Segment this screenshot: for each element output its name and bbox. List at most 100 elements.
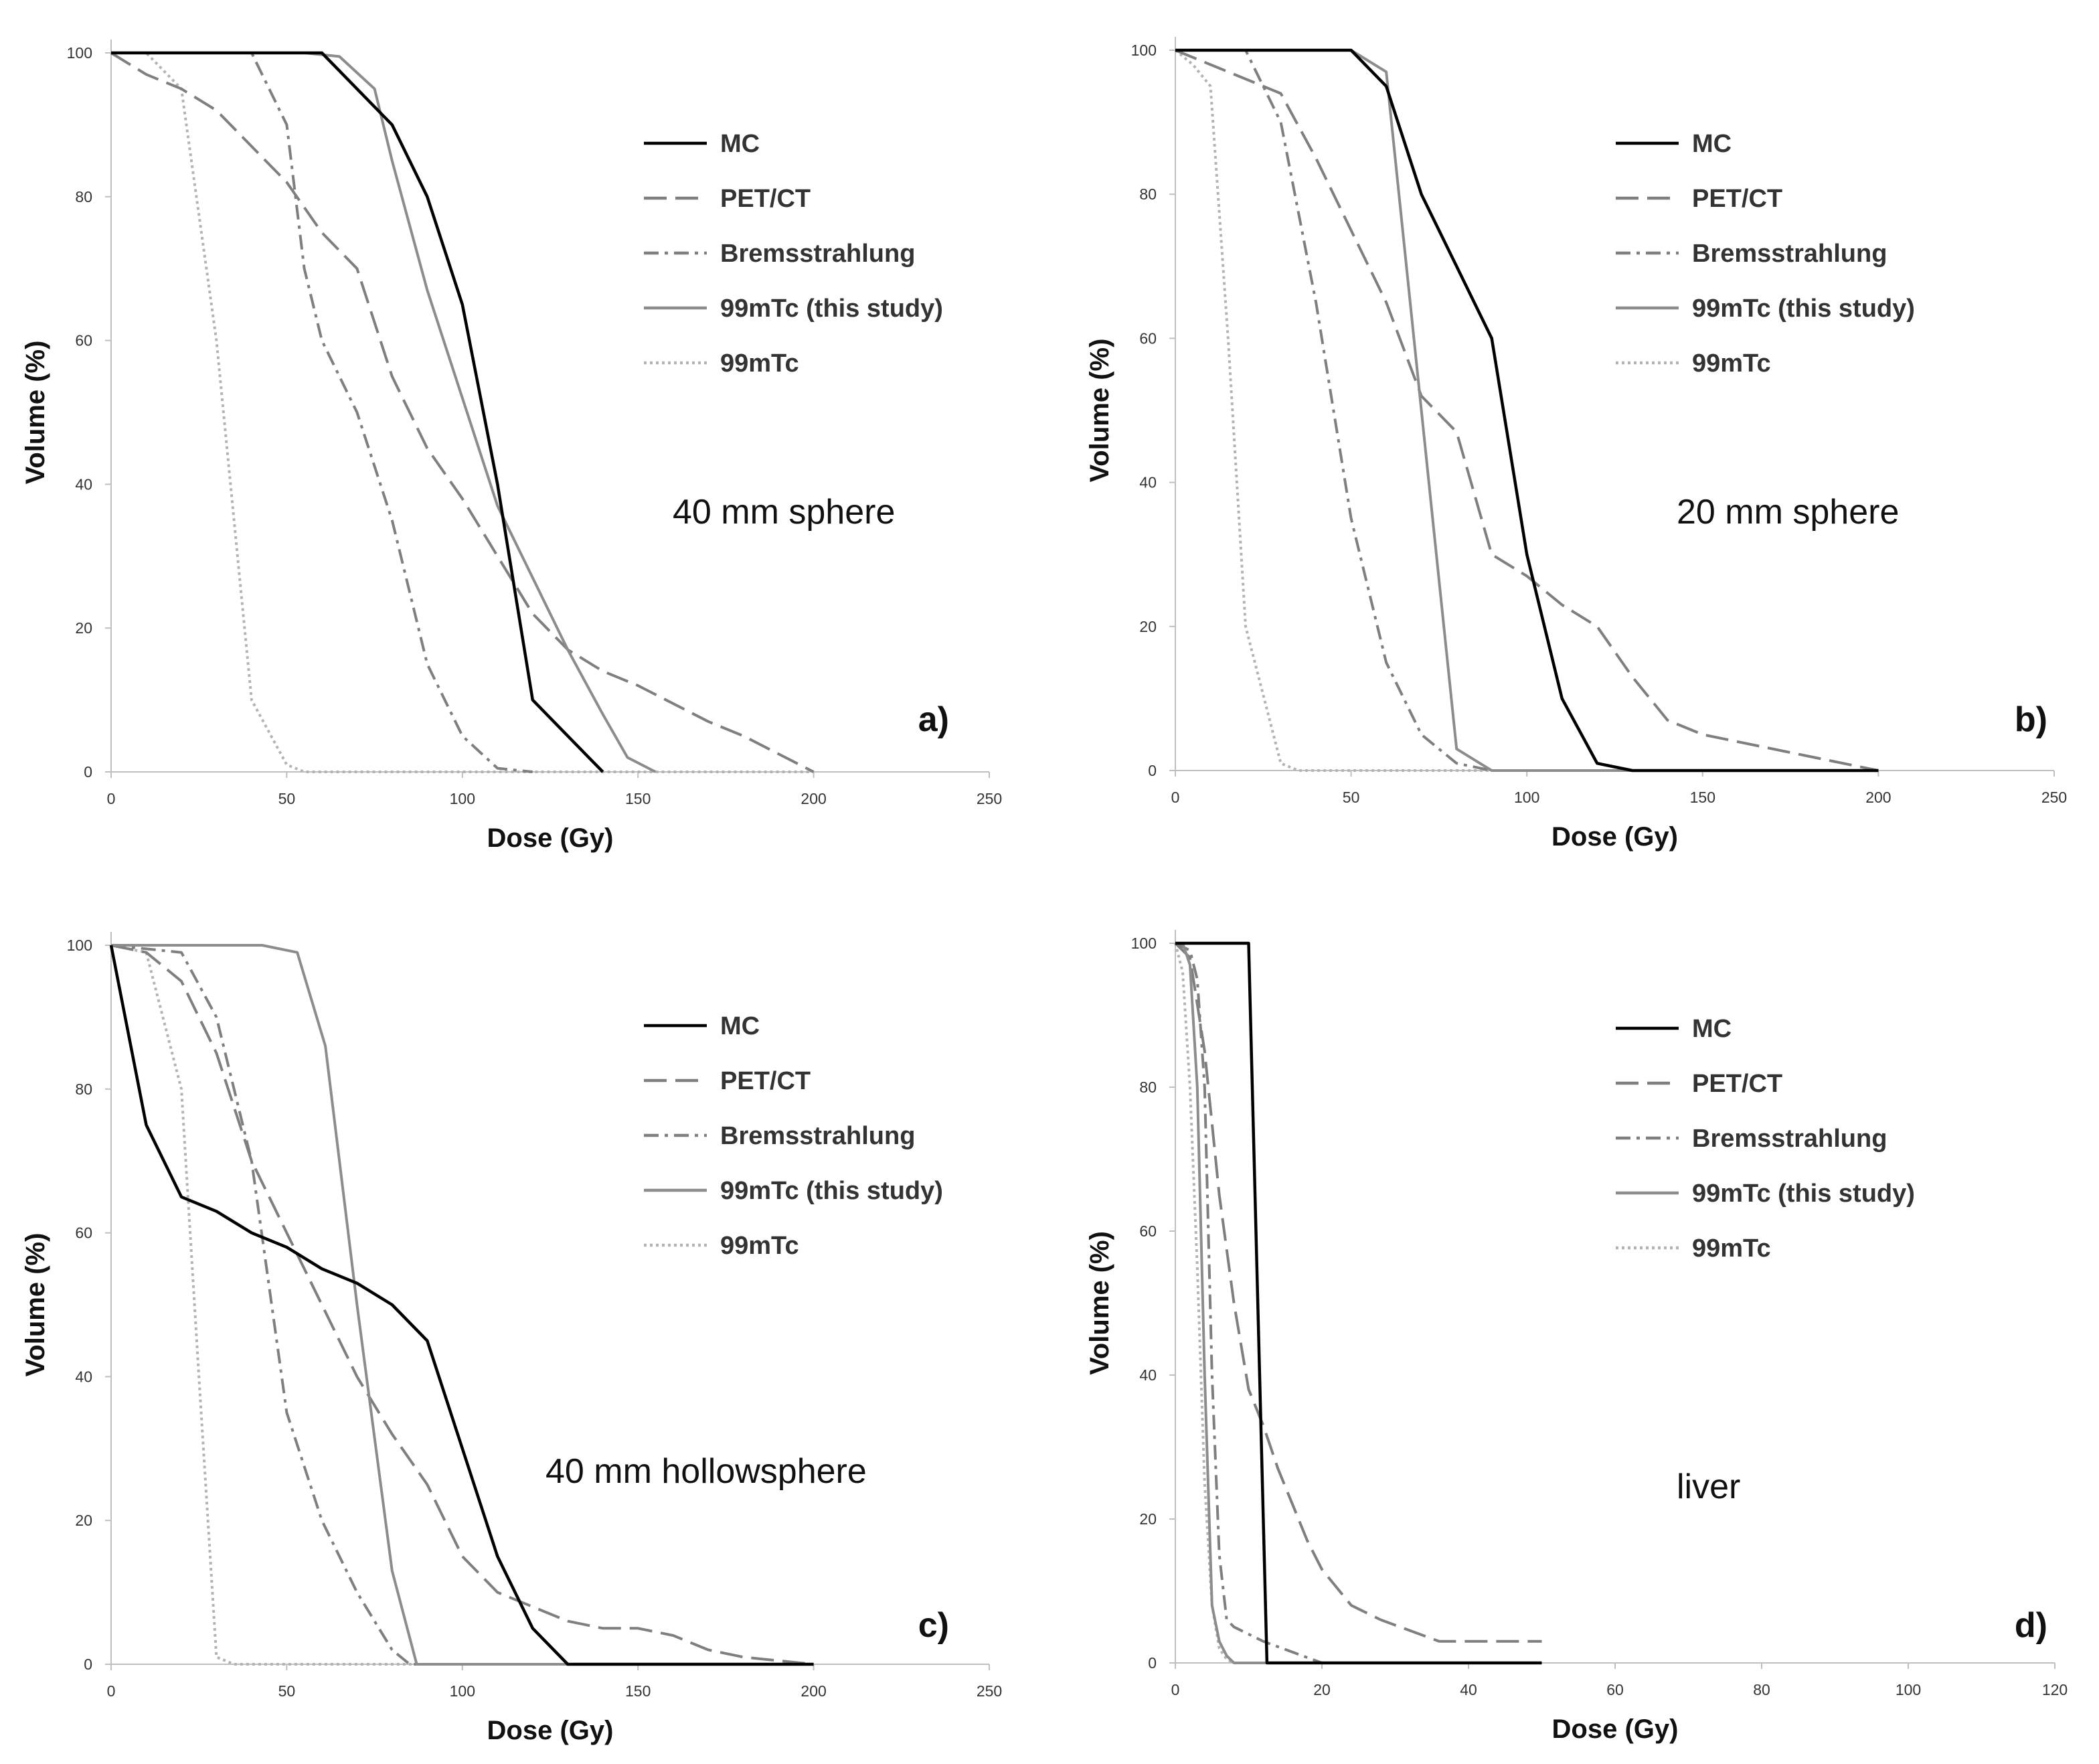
x-axis-title: Dose (Gy) xyxy=(1551,822,1678,852)
y-tick-label: 100 xyxy=(1131,42,1157,59)
series-line-bremsstrahlung xyxy=(1175,49,1879,772)
x-tick-label: 200 xyxy=(801,1682,826,1700)
legend-label: PET/CT xyxy=(1692,185,1782,213)
y-tick-label: 80 xyxy=(75,1080,92,1098)
y-tick-label: 40 xyxy=(1139,1366,1157,1384)
series-line-99mtc xyxy=(1174,943,1542,1664)
x-tick-label: 100 xyxy=(1896,1681,1921,1698)
y-tick-label: 20 xyxy=(1139,1510,1157,1528)
y-axis-title: Volume (%) xyxy=(21,341,50,485)
series-line-mc xyxy=(1175,941,1542,1665)
legend: MC PET/CT Bremsstrahlung 99mTc (this study)… xyxy=(1616,130,1915,378)
y-tick-label: 20 xyxy=(75,1512,92,1529)
y-tick-label: 60 xyxy=(75,1224,92,1242)
series-line-99mtc xyxy=(1174,49,1879,772)
y-tick-label: 80 xyxy=(1139,185,1157,203)
legend-label: Bremsstrahlung xyxy=(720,1122,915,1150)
x-tick-label: 120 xyxy=(2042,1681,2068,1698)
x-tick-label: 100 xyxy=(1514,789,1539,806)
panel-annotation: liver xyxy=(1677,1467,1740,1506)
series-line-bremsstrahlung xyxy=(1175,942,1542,1664)
chart-panel-b: 0 20 40 60 80 100 0 50 100 150 200 250 Dose (Gy) Volu… xyxy=(1085,37,2067,852)
y-tick-label: 100 xyxy=(67,44,92,62)
chart-panel-d: 0 20 40 60 80 100 0 20 40 60 80 100 120 Dose (Gy) Volu… xyxy=(1085,930,2068,1744)
legend-label: 99mTc xyxy=(720,1232,799,1260)
x-tick-label: 50 xyxy=(278,1682,296,1700)
legend-label: Bremsstrahlung xyxy=(1692,1125,1887,1153)
legend: MC PET/CT Bremsstrahlung 99mTc (this study)… xyxy=(1616,1015,1915,1263)
x-tick-label: 150 xyxy=(625,1682,651,1700)
y-tick-label: 0 xyxy=(1148,762,1157,779)
y-tick-label: 40 xyxy=(75,1368,92,1385)
y-tick-label: 100 xyxy=(67,937,92,954)
x-tick-label: 100 xyxy=(450,790,475,807)
series-line-pet-ct xyxy=(1174,942,1542,1643)
legend-label: 99mTc (this study) xyxy=(1692,1180,1915,1208)
y-tick-label: 100 xyxy=(1131,935,1157,952)
legend-label: PET/CT xyxy=(720,185,811,213)
legend-label: MC xyxy=(1692,1015,1732,1043)
x-tick-label: 50 xyxy=(278,790,296,807)
legend-label: 99mTc (this study) xyxy=(720,295,943,323)
panel-label: c) xyxy=(918,1606,949,1645)
chart-panel-c: 0 20 40 60 80 100 0 50 100 150 200 250 Dose (Gy) Volu… xyxy=(21,932,1002,1745)
y-tick-label: 20 xyxy=(1139,618,1157,635)
series-line-99mtc-this-study xyxy=(1175,49,1879,772)
panel-annotation: 40 mm hollowsphere xyxy=(545,1452,867,1491)
panel-label: d) xyxy=(2015,1606,2047,1645)
series-line-pet-ct xyxy=(1175,49,1879,772)
x-tick-label: 150 xyxy=(1690,789,1715,806)
series-line-99mtc xyxy=(110,944,814,1666)
legend-label: MC xyxy=(720,1012,760,1040)
y-tick-label: 0 xyxy=(84,1656,92,1673)
y-tick-label: 60 xyxy=(1139,1222,1157,1240)
y-tick-label: 60 xyxy=(1139,329,1157,347)
legend-label: 99mTc xyxy=(1692,1234,1771,1263)
x-tick-label: 0 xyxy=(1171,789,1180,806)
chart-panel-a: 0 20 40 60 80 100 0 50 100 150 200 250 Dose (Gy) Volu… xyxy=(21,39,1002,853)
y-tick-label: 40 xyxy=(1139,474,1157,491)
x-tick-label: 250 xyxy=(2041,789,2067,806)
x-tick-label: 0 xyxy=(107,790,116,807)
legend-label: 99mTc (this study) xyxy=(720,1177,943,1205)
y-tick-label: 60 xyxy=(75,332,92,349)
x-axis-title: Dose (Gy) xyxy=(487,1716,614,1745)
y-tick-label: 80 xyxy=(75,188,92,206)
x-tick-label: 20 xyxy=(1313,1681,1331,1698)
series-line-pet-ct xyxy=(110,52,815,773)
series-line-bremsstrahlung xyxy=(111,52,533,773)
x-axis-title: Dose (Gy) xyxy=(1552,1714,1679,1744)
legend-label: Bremsstrahlung xyxy=(1692,240,1887,268)
series-line-99mtc-this-study xyxy=(1175,942,1542,1664)
series-line-99mtc xyxy=(111,52,814,773)
x-tick-label: 200 xyxy=(1865,789,1891,806)
y-tick-label: 0 xyxy=(84,763,92,781)
x-tick-label: 100 xyxy=(450,1682,475,1700)
legend-label: PET/CT xyxy=(1692,1070,1782,1098)
x-axis-title: Dose (Gy) xyxy=(487,823,614,853)
legend-label: PET/CT xyxy=(720,1067,811,1095)
series-line-mc xyxy=(109,945,814,1666)
x-tick-label: 150 xyxy=(625,790,651,807)
series-line-pet-ct xyxy=(110,944,814,1666)
x-tick-label: 50 xyxy=(1343,789,1360,806)
panel-label: a) xyxy=(918,700,949,739)
panel-annotation: 20 mm sphere xyxy=(1677,493,1899,532)
panel-label: b) xyxy=(2015,700,2047,739)
y-axis-title: Volume (%) xyxy=(21,1233,50,1377)
panel-annotation: 40 mm sphere xyxy=(673,493,895,532)
series-line-mc xyxy=(111,51,604,773)
x-tick-label: 250 xyxy=(977,790,1002,807)
series-line-99mtc-this-study xyxy=(111,52,657,773)
series-line-mc xyxy=(1175,48,1879,773)
legend-label: MC xyxy=(1692,130,1732,158)
series-line-bremsstrahlung xyxy=(110,944,814,1666)
x-tick-label: 0 xyxy=(1171,1681,1180,1698)
x-tick-label: 200 xyxy=(801,790,826,807)
legend-label: Bremsstrahlung xyxy=(720,240,915,268)
x-tick-label: 250 xyxy=(977,1682,1002,1700)
y-tick-label: 0 xyxy=(1148,1654,1157,1672)
x-tick-label: 0 xyxy=(107,1682,116,1700)
x-tick-label: 80 xyxy=(1753,1681,1770,1698)
